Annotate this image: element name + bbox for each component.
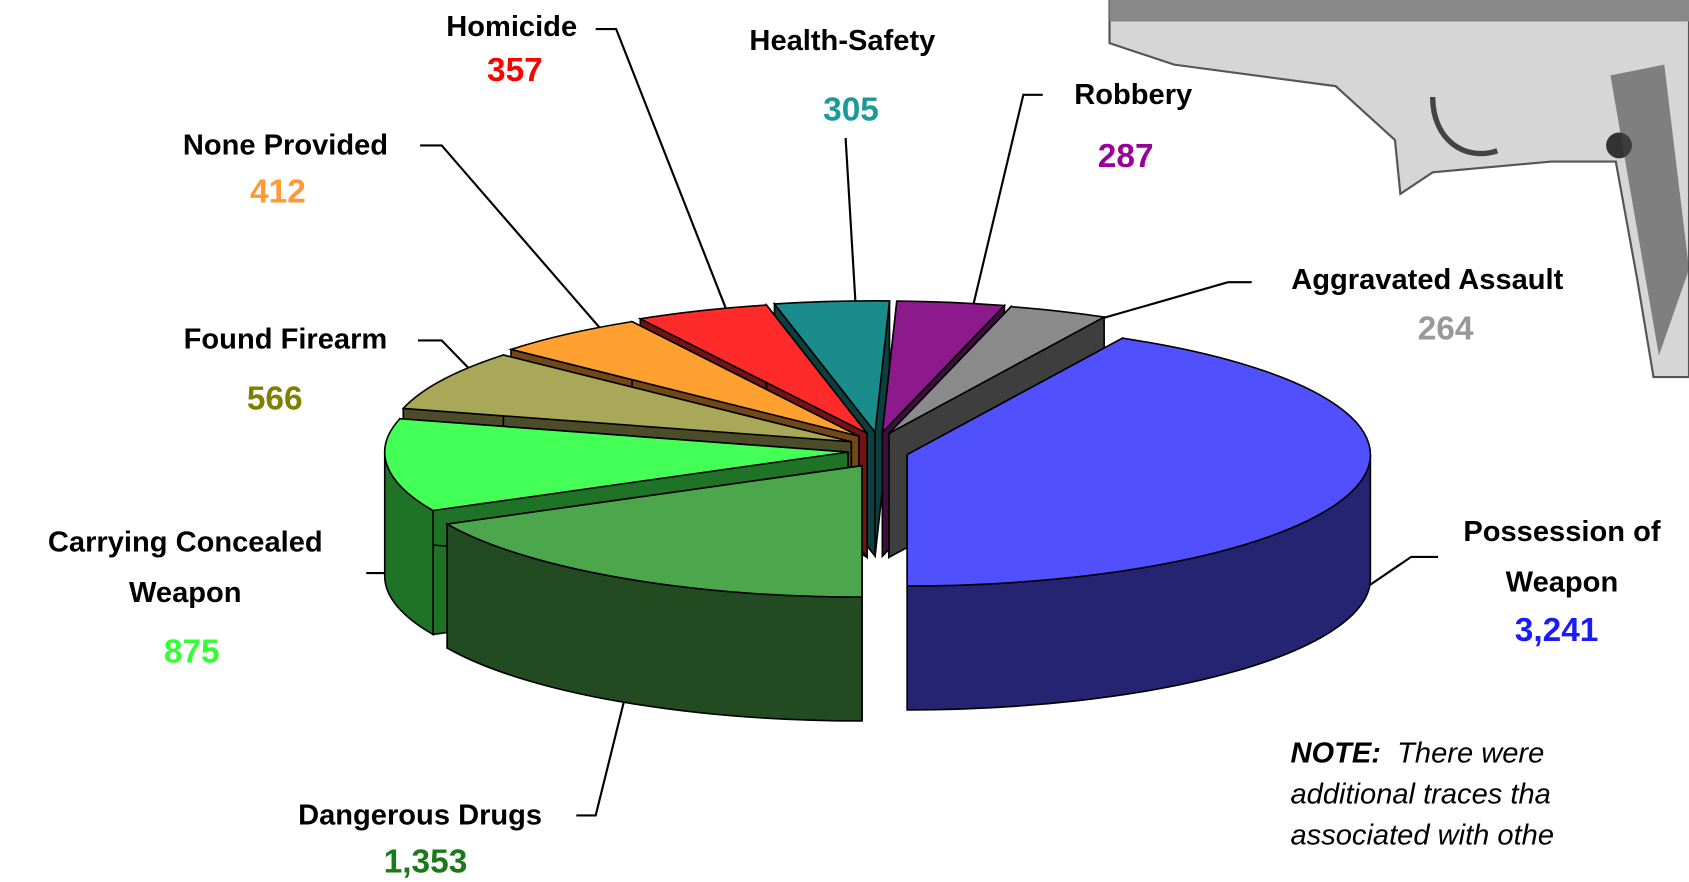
value-label: 3,241 xyxy=(1515,611,1599,650)
note-line: associated with othe xyxy=(1290,819,1554,851)
category-label: Dangerous Drugs xyxy=(298,799,542,832)
category-label: Found Firearm xyxy=(184,323,388,356)
category-label: Robbery xyxy=(1074,78,1192,111)
category-label: Carrying Concealed Weapon xyxy=(2,517,368,618)
chart: NOTE: There were additional traces tha ass… xyxy=(0,0,1689,882)
value-label: 875 xyxy=(164,632,220,671)
pistol-illustration xyxy=(1110,0,1689,377)
category-label: Health-Safety xyxy=(749,24,935,57)
value-label: 305 xyxy=(823,90,879,129)
note: NOTE: There were additional traces tha ass… xyxy=(1290,732,1554,855)
value-label: 287 xyxy=(1098,137,1154,176)
category-label: Homicide xyxy=(446,10,577,43)
pie xyxy=(385,301,1371,721)
value-label: 264 xyxy=(1418,309,1474,348)
category-label: Possession of Weapon xyxy=(1438,506,1686,607)
category-label: None Provided xyxy=(183,129,388,162)
category-label: Aggravated Assault xyxy=(1291,263,1563,296)
note-heading: NOTE: xyxy=(1290,737,1380,769)
note-line: additional traces tha xyxy=(1290,778,1550,810)
value-label: 566 xyxy=(247,379,303,418)
value-label: 357 xyxy=(487,51,543,90)
value-label: 1,353 xyxy=(384,842,468,881)
note-line: There were xyxy=(1397,737,1544,769)
value-label: 412 xyxy=(250,172,306,211)
